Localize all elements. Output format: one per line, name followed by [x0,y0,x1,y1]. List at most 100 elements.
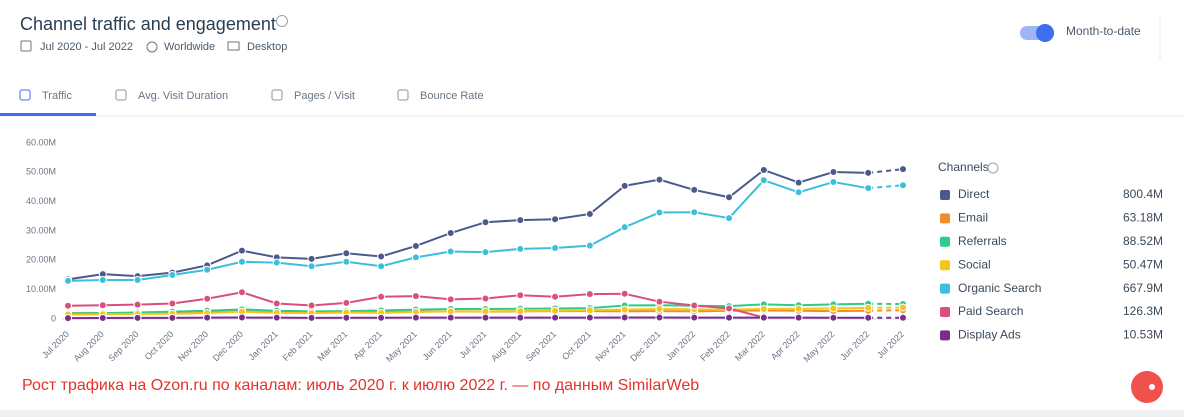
data-point [829,168,838,177]
data-point [690,208,699,217]
data-point [620,313,629,322]
legend-label[interactable]: Social [958,257,991,271]
x-tick-label: Mar 2022 [733,329,767,363]
data-point [620,289,629,298]
caption: Рост трафика на Ozon.ru по каналам: июль… [22,377,699,394]
tab[interactable]: Pages / Visit [294,90,355,102]
x-tick-label: Dec 2021 [628,329,662,363]
data-point [690,185,699,194]
tab[interactable]: Bounce Rate [420,90,484,102]
chat-button-dot [1149,384,1155,390]
data-point [98,301,107,310]
y-tick-label: 10.00M [26,284,56,294]
legend-label[interactable]: Direct [958,187,990,201]
legend-label[interactable]: Referrals [958,234,1007,248]
calendar-icon [20,40,32,52]
x-tick-label: Nov 2020 [176,329,210,363]
data-point [899,165,907,174]
tab[interactable]: Traffic [42,90,72,102]
chart: 0 10.00M 20.00M 30.00M 40.00M 50.00M 60.00M Jul… [26,137,1163,364]
tab-icon [19,89,31,101]
data-point [759,165,768,174]
x-tick-label: Jan 2022 [664,329,697,362]
data-point [168,271,177,279]
tabs: Traffic Avg. Visit Duration Pages / Visit B… [19,89,484,102]
data-point [272,313,281,322]
legend-swatch [940,307,950,317]
legend-total: 63.18M [1123,211,1163,225]
data-point [794,178,803,187]
data-point [829,304,838,313]
toggle-label: Month-to-date [1066,24,1141,38]
data-point [655,313,664,322]
legend-swatch [940,283,950,294]
region[interactable]: Worldwide [164,41,215,53]
legend-total: 667.9M [1123,281,1163,295]
data-point [759,305,768,314]
data-point [133,275,142,284]
data-point [794,188,803,197]
desktop-icon [227,41,240,51]
legend-label[interactable]: Display Ads [958,328,1021,342]
series-line [67,302,869,315]
data-point [133,313,142,322]
data-point [377,252,386,261]
data-point [411,253,420,262]
info-icon[interactable] [276,15,288,27]
data-point [794,313,803,322]
data-point [342,249,351,258]
legend-title: Channels [938,160,989,174]
x-tick-label: Sep 2021 [524,329,558,363]
data-point [551,313,560,322]
data-point [899,181,907,190]
device[interactable]: Desktop [247,41,287,53]
data-point [237,313,246,322]
data-point [516,313,525,322]
data-point [864,313,873,322]
globe-icon [146,41,158,53]
x-tick-label: Mar 2021 [315,329,349,363]
y-tick-label: 20.00M [26,255,56,265]
series-line [67,316,869,320]
x-tick-label: Feb 2022 [698,329,732,363]
data-point [551,215,560,224]
data-point [377,292,386,301]
y-tick-label: 50.00M [26,167,56,177]
data-point [481,218,490,227]
data-point [307,262,316,271]
x-tick-label: Feb 2021 [281,329,315,363]
x-tick-label: Jun 2021 [421,329,454,362]
legend-label[interactable]: Organic Search [958,281,1041,295]
x-tick-label: Dec 2020 [211,329,245,363]
data-point [725,313,734,322]
legend-total: 50.47M [1123,257,1163,271]
tab-icon [397,89,409,101]
series-line [67,168,869,281]
x-tick-label: Aug 2021 [489,329,523,363]
active-tab-indicator [0,113,96,116]
chat-button[interactable] [1131,371,1163,403]
legend-label[interactable]: Email [958,211,988,225]
data-point [585,290,594,299]
data-point [794,304,803,313]
x-tick-label: Aug 2020 [72,329,106,363]
x-tick-label: May 2021 [384,329,419,364]
data-point [446,313,455,322]
data-point [516,216,525,225]
legend-swatch [940,330,950,341]
toggle-knob[interactable] [1036,24,1054,42]
legend-label[interactable]: Paid Search [958,304,1023,318]
data-point [411,313,420,322]
tab-icon [115,89,127,101]
tab-icon [271,89,283,101]
x-tick-label: Oct 2020 [143,329,176,362]
projected-segment [868,184,904,190]
data-point [759,313,768,322]
x-tick-label: Apr 2022 [769,329,802,362]
date-range[interactable]: Jul 2020 - Jul 2022 [40,41,133,53]
legend-swatch [940,260,950,271]
data-point [272,299,281,308]
data-point [237,246,246,255]
tab[interactable]: Avg. Visit Duration [138,90,228,102]
